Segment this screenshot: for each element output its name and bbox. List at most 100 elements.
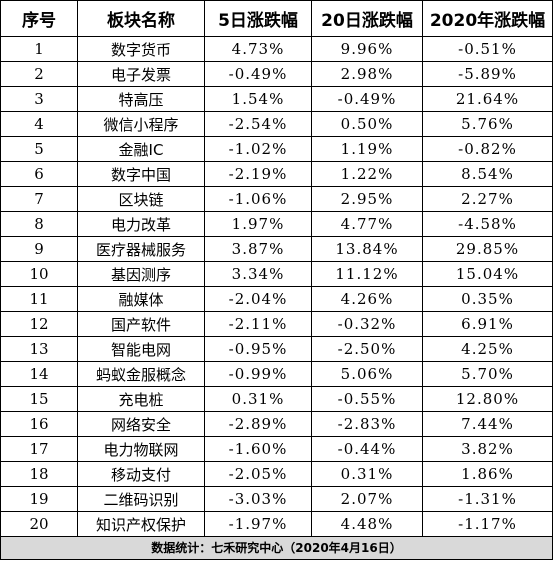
- cell-sector-name: 特高压: [77, 86, 205, 112]
- table-row: 3 特高压 1.54% -0.49% 21.64%: [0, 86, 553, 112]
- table-row: 15 充电桩 0.31% -0.55% 12.80%: [0, 386, 553, 412]
- cell-20day-change: -0.44%: [311, 436, 423, 462]
- cell-index: 18: [0, 461, 78, 487]
- cell-ytd-change: -1.17%: [422, 511, 553, 537]
- cell-index: 12: [0, 311, 78, 337]
- table-row: 12 国产软件 -2.11% -0.32% 6.91%: [0, 311, 553, 337]
- cell-sector-name: 电力改革: [77, 211, 205, 237]
- cell-index: 7: [0, 186, 78, 212]
- cell-5day-change: -1.02%: [204, 136, 312, 162]
- table-row: 16 网络安全 -2.89% -2.83% 7.44%: [0, 411, 553, 437]
- header-sector-name: 板块名称: [77, 0, 205, 37]
- cell-5day-change: -2.11%: [204, 311, 312, 337]
- cell-ytd-change: -1.31%: [422, 486, 553, 512]
- cell-20day-change: -2.50%: [311, 336, 423, 362]
- cell-5day-change: -1.06%: [204, 186, 312, 212]
- cell-20day-change: -0.49%: [311, 86, 423, 112]
- cell-sector-name: 融媒体: [77, 286, 205, 312]
- cell-ytd-change: 6.91%: [422, 311, 553, 337]
- cell-5day-change: -0.99%: [204, 361, 312, 387]
- cell-5day-change: -2.54%: [204, 111, 312, 137]
- cell-ytd-change: 7.44%: [422, 411, 553, 437]
- cell-20day-change: 2.98%: [311, 61, 423, 87]
- cell-sector-name: 电力物联网: [77, 436, 205, 462]
- table-row: 7 区块链 -1.06% 2.95% 2.27%: [0, 186, 553, 212]
- cell-index: 5: [0, 136, 78, 162]
- cell-index: 9: [0, 236, 78, 262]
- cell-20day-change: 0.50%: [311, 111, 423, 137]
- cell-ytd-change: -0.82%: [422, 136, 553, 162]
- cell-sector-name: 电子发票: [77, 61, 205, 87]
- cell-sector-name: 医疗器械服务: [77, 236, 205, 262]
- cell-5day-change: -0.95%: [204, 336, 312, 362]
- cell-20day-change: -0.32%: [311, 311, 423, 337]
- cell-ytd-change: 8.54%: [422, 161, 553, 187]
- cell-5day-change: -1.97%: [204, 511, 312, 537]
- cell-ytd-change: 21.64%: [422, 86, 553, 112]
- cell-sector-name: 移动支付: [77, 461, 205, 487]
- cell-index: 8: [0, 211, 78, 237]
- cell-5day-change: -2.19%: [204, 161, 312, 187]
- cell-index: 10: [0, 261, 78, 287]
- cell-index: 6: [0, 161, 78, 187]
- table-row: 11 融媒体 -2.04% 4.26% 0.35%: [0, 286, 553, 312]
- table-row: 13 智能电网 -0.95% -2.50% 4.25%: [0, 336, 553, 362]
- cell-ytd-change: 5.70%: [422, 361, 553, 387]
- header-5day-change: 5日涨跌幅: [204, 0, 312, 37]
- cell-sector-name: 数字货币: [77, 36, 205, 62]
- cell-index: 14: [0, 361, 78, 387]
- cell-5day-change: 0.31%: [204, 386, 312, 412]
- table-row: 17 电力物联网 -1.60% -0.44% 3.82%: [0, 436, 553, 462]
- cell-5day-change: 3.87%: [204, 236, 312, 262]
- cell-5day-change: -2.89%: [204, 411, 312, 437]
- cell-index: 3: [0, 86, 78, 112]
- cell-20day-change: 13.84%: [311, 236, 423, 262]
- cell-ytd-change: 12.80%: [422, 386, 553, 412]
- cell-sector-name: 智能电网: [77, 336, 205, 362]
- header-ytd-change: 2020年涨跌幅: [422, 0, 553, 37]
- cell-5day-change: 3.34%: [204, 261, 312, 287]
- cell-5day-change: -1.60%: [204, 436, 312, 462]
- cell-20day-change: 5.06%: [311, 361, 423, 387]
- table-row: 9 医疗器械服务 3.87% 13.84% 29.85%: [0, 236, 553, 262]
- table-row: 10 基因测序 3.34% 11.12% 15.04%: [0, 261, 553, 287]
- table-row: 1 数字货币 4.73% 9.96% -0.51%: [0, 36, 553, 62]
- cell-ytd-change: -0.51%: [422, 36, 553, 62]
- cell-20day-change: 1.22%: [311, 161, 423, 187]
- table-row: 20 知识产权保护 -1.97% 4.48% -1.17%: [0, 511, 553, 537]
- source-footer: 数据统计：七禾研究中心（2020年4月16日）: [0, 537, 553, 560]
- cell-5day-change: 1.97%: [204, 211, 312, 237]
- cell-5day-change: -2.04%: [204, 286, 312, 312]
- cell-sector-name: 数字中国: [77, 161, 205, 187]
- cell-ytd-change: -4.58%: [422, 211, 553, 237]
- cell-ytd-change: 0.35%: [422, 286, 553, 312]
- cell-20day-change: 9.96%: [311, 36, 423, 62]
- table-row: 6 数字中国 -2.19% 1.22% 8.54%: [0, 161, 553, 187]
- cell-index: 1: [0, 36, 78, 62]
- sector-performance-table: 序号 板块名称 5日涨跌幅 20日涨跌幅 2020年涨跌幅 1 数字货币 4.73%…: [0, 0, 553, 537]
- cell-index: 17: [0, 436, 78, 462]
- cell-sector-name: 蚂蚁金服概念: [77, 361, 205, 387]
- cell-20day-change: -0.55%: [311, 386, 423, 412]
- cell-5day-change: 4.73%: [204, 36, 312, 62]
- cell-20day-change: 11.12%: [311, 261, 423, 287]
- table-header: 序号 板块名称 5日涨跌幅 20日涨跌幅 2020年涨跌幅: [0, 0, 553, 37]
- cell-index: 2: [0, 61, 78, 87]
- cell-index: 4: [0, 111, 78, 137]
- cell-20day-change: 4.77%: [311, 211, 423, 237]
- cell-sector-name: 网络安全: [77, 411, 205, 437]
- cell-20day-change: 4.26%: [311, 286, 423, 312]
- cell-index: 20: [0, 511, 78, 537]
- cell-index: 16: [0, 411, 78, 437]
- cell-20day-change: -2.83%: [311, 411, 423, 437]
- cell-index: 15: [0, 386, 78, 412]
- cell-sector-name: 区块链: [77, 186, 205, 212]
- cell-ytd-change: 2.27%: [422, 186, 553, 212]
- cell-index: 19: [0, 486, 78, 512]
- cell-sector-name: 充电桩: [77, 386, 205, 412]
- cell-20day-change: 0.31%: [311, 461, 423, 487]
- table-row: 19 二维码识别 -3.03% 2.07% -1.31%: [0, 486, 553, 512]
- header-row: 序号 板块名称 5日涨跌幅 20日涨跌幅 2020年涨跌幅: [0, 0, 553, 37]
- header-index: 序号: [0, 0, 78, 37]
- table-row: 18 移动支付 -2.05% 0.31% 1.86%: [0, 461, 553, 487]
